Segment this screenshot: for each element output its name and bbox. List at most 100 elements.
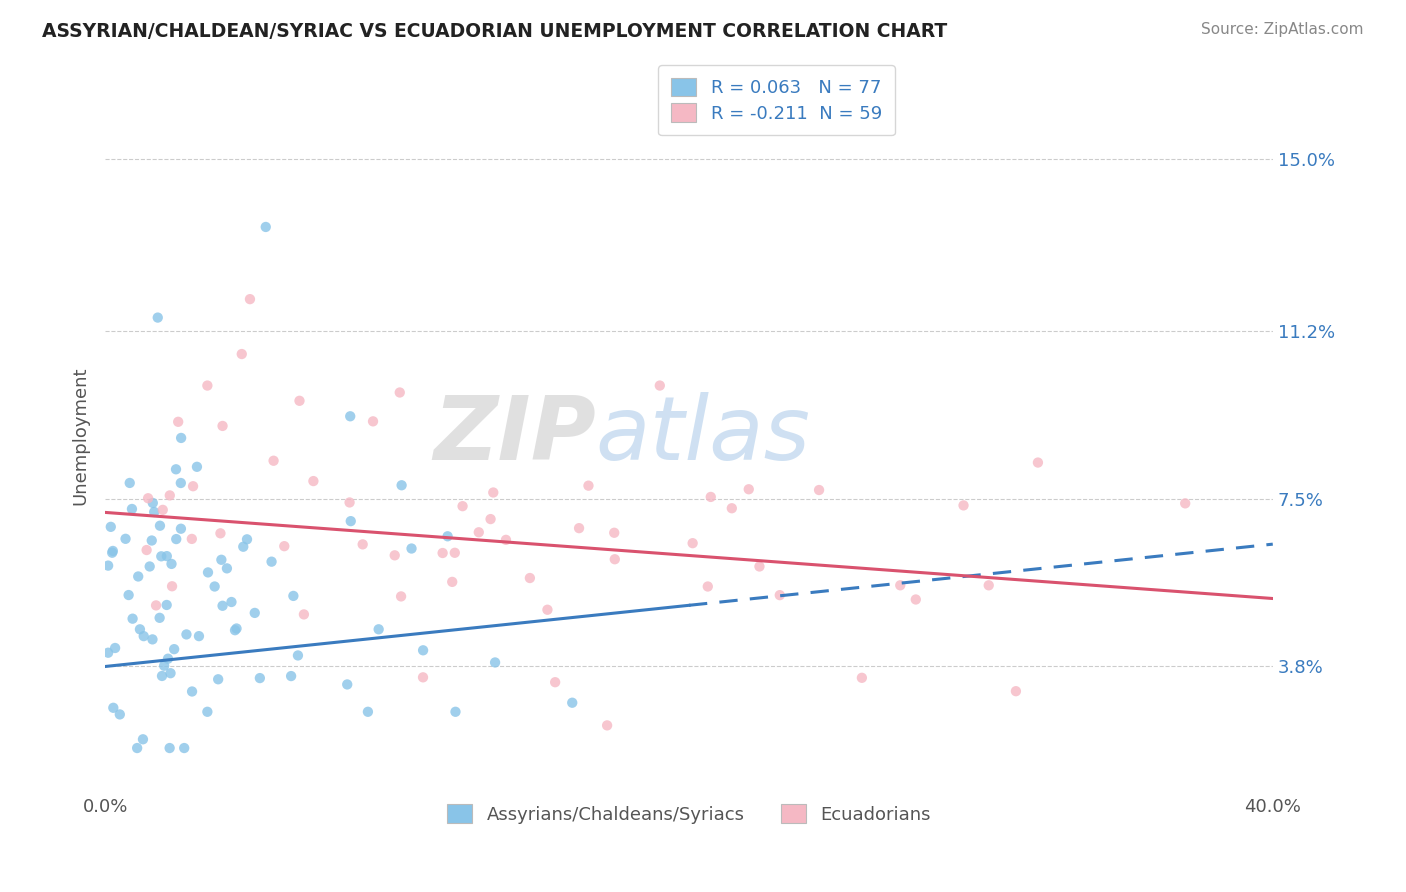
Point xyxy=(1005,684,1028,698)
Point xyxy=(101,544,124,558)
Legend: Assyrians/Chaldeans/Syriacs, Ecuadorians: Assyrians/Chaldeans/Syriacs, Ecuadorians xyxy=(436,793,942,834)
Point xyxy=(239,292,262,306)
Text: atlas: atlas xyxy=(596,392,810,478)
Point xyxy=(132,732,155,747)
Point xyxy=(352,537,374,551)
Point xyxy=(243,606,266,620)
Point xyxy=(141,533,163,548)
Point xyxy=(159,741,181,756)
Point xyxy=(361,414,384,428)
Point xyxy=(339,409,361,424)
Point xyxy=(720,501,742,516)
Point xyxy=(391,478,413,492)
Point xyxy=(273,539,295,553)
Point xyxy=(156,651,179,665)
Y-axis label: Unemployment: Unemployment xyxy=(72,366,89,505)
Point xyxy=(181,479,204,493)
Point xyxy=(292,607,315,622)
Point xyxy=(108,707,131,722)
Point xyxy=(479,512,502,526)
Point xyxy=(388,385,411,400)
Point xyxy=(181,684,204,698)
Point xyxy=(145,599,167,613)
Point xyxy=(367,622,389,636)
Point xyxy=(254,219,277,234)
Point xyxy=(1026,456,1049,470)
Point xyxy=(596,718,619,732)
Point xyxy=(138,559,160,574)
Text: ASSYRIAN/CHALDEAN/SYRIAC VS ECUADORIAN UNEMPLOYMENT CORRELATION CHART: ASSYRIAN/CHALDEAN/SYRIAC VS ECUADORIAN U… xyxy=(42,22,948,41)
Point xyxy=(484,656,506,670)
Point xyxy=(211,599,233,613)
Point xyxy=(224,624,246,638)
Point xyxy=(135,543,157,558)
Point xyxy=(851,671,873,685)
Point xyxy=(451,499,474,513)
Text: Source: ZipAtlas.com: Source: ZipAtlas.com xyxy=(1201,22,1364,37)
Point xyxy=(170,475,193,490)
Point xyxy=(170,431,193,445)
Point xyxy=(536,603,558,617)
Point xyxy=(236,533,259,547)
Point xyxy=(114,532,136,546)
Point xyxy=(221,595,243,609)
Point xyxy=(748,559,770,574)
Point xyxy=(443,546,465,560)
Point xyxy=(519,571,541,585)
Point xyxy=(889,578,911,592)
Point xyxy=(136,491,159,506)
Point xyxy=(209,553,232,567)
Point xyxy=(121,502,143,516)
Point xyxy=(578,478,600,492)
Point xyxy=(568,521,591,535)
Point xyxy=(648,378,671,392)
Point xyxy=(808,483,831,497)
Point xyxy=(159,666,181,681)
Point xyxy=(952,499,974,513)
Point xyxy=(444,705,467,719)
Point xyxy=(163,642,186,657)
Point xyxy=(149,611,172,625)
Point xyxy=(225,622,247,636)
Point xyxy=(769,588,792,602)
Point xyxy=(432,546,454,560)
Point xyxy=(152,503,174,517)
Point xyxy=(127,569,149,583)
Point xyxy=(249,671,271,685)
Point xyxy=(412,643,434,657)
Point xyxy=(153,658,176,673)
Point xyxy=(150,669,173,683)
Point xyxy=(339,495,361,509)
Point xyxy=(231,347,253,361)
Point xyxy=(441,574,464,589)
Point xyxy=(127,741,149,756)
Point xyxy=(436,529,458,543)
Point xyxy=(482,485,505,500)
Point xyxy=(101,546,124,560)
Point xyxy=(544,675,567,690)
Point xyxy=(143,505,166,519)
Point xyxy=(180,532,202,546)
Point xyxy=(103,700,125,714)
Point xyxy=(195,705,218,719)
Point xyxy=(104,640,127,655)
Point xyxy=(132,629,155,643)
Point xyxy=(1174,496,1197,510)
Point xyxy=(603,552,626,566)
Point xyxy=(682,536,704,550)
Point xyxy=(141,632,163,647)
Point xyxy=(280,669,302,683)
Point xyxy=(207,673,229,687)
Point xyxy=(149,518,172,533)
Point xyxy=(738,482,761,496)
Point xyxy=(142,496,165,510)
Point xyxy=(176,627,198,641)
Point xyxy=(339,514,361,528)
Point xyxy=(215,561,238,575)
Point xyxy=(195,378,218,392)
Point xyxy=(288,393,311,408)
Point xyxy=(118,475,141,490)
Point xyxy=(561,696,583,710)
Point xyxy=(263,454,285,468)
Point xyxy=(336,677,359,691)
